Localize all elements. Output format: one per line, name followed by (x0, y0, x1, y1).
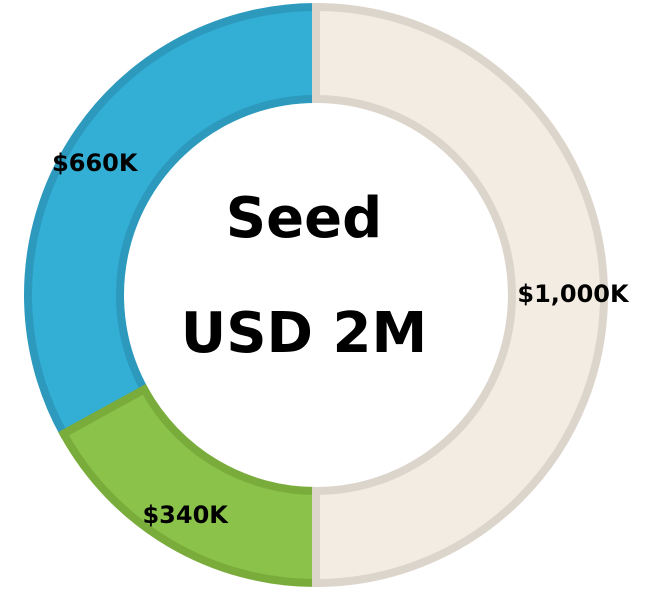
value-label: $340K (142, 501, 229, 529)
donut-segment (58, 383, 320, 588)
center-subtitle: USD 2M (181, 301, 427, 366)
value-label: $1,000K (517, 280, 630, 308)
value-label: $660K (52, 149, 139, 177)
donut-segment (24, 2, 320, 440)
donut-segment (312, 2, 608, 588)
center-title: Seed (226, 186, 382, 251)
